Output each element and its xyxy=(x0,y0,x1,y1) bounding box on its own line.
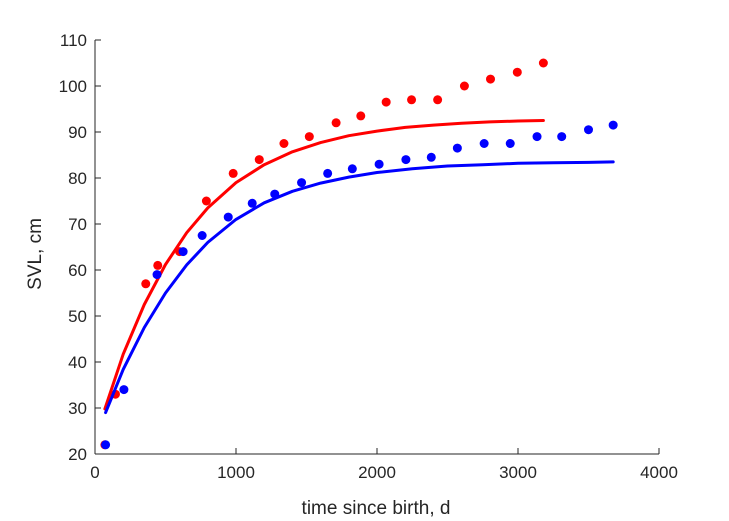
blue-data-point xyxy=(452,143,462,153)
axes xyxy=(94,39,660,455)
blue-data-point xyxy=(178,247,188,257)
red-data-point xyxy=(538,58,548,68)
x-tick-label: 1000 xyxy=(217,463,255,482)
red-data-point xyxy=(512,67,522,77)
blue-data-point xyxy=(557,132,567,142)
red-data-point xyxy=(459,81,469,91)
blue-data-point xyxy=(505,139,515,148)
red-data-point xyxy=(407,95,417,105)
blue-data-point xyxy=(297,178,307,188)
x-tick-label: 2000 xyxy=(358,463,396,482)
red-data-point xyxy=(201,196,211,206)
blue-data-point xyxy=(584,125,593,135)
x-axis-label: time since birth, d xyxy=(302,498,451,519)
blue-data-point xyxy=(119,385,129,395)
blue-data-point xyxy=(323,168,333,178)
blue-data-point xyxy=(197,231,207,240)
plot-area xyxy=(100,58,618,450)
blue-data-point xyxy=(374,159,384,169)
y-tick-label: 110 xyxy=(60,31,87,50)
tick-labels: 0 1000 2000 3000 4000 20 30 40 50 60 70 80 90 100 110 xyxy=(59,31,678,482)
blue-data-point xyxy=(401,155,411,165)
y-tick-label: 30 xyxy=(68,399,87,418)
y-axis-label: SVL, cm xyxy=(25,218,46,290)
blue-data-point xyxy=(152,270,162,280)
x-tick-label: 0 xyxy=(90,463,99,482)
red-data-point xyxy=(331,118,341,128)
red-data-point xyxy=(279,139,289,148)
y-tick-label: 40 xyxy=(68,353,87,372)
x-tick-label: 4000 xyxy=(640,463,678,482)
blue-data-point xyxy=(347,164,357,174)
y-tick-label: 80 xyxy=(68,169,87,188)
red-data-point xyxy=(486,74,496,84)
blue-data-point xyxy=(532,132,542,142)
y-tick-label: 20 xyxy=(68,445,87,464)
y-tick-label: 70 xyxy=(68,215,87,234)
blue-data-point xyxy=(426,152,436,162)
red-data-point xyxy=(228,168,238,178)
red-data-point xyxy=(381,97,391,107)
red-data-point xyxy=(141,279,151,289)
red-data-point xyxy=(153,260,163,270)
red-fit-line xyxy=(103,119,545,411)
blue-data-point xyxy=(247,198,257,208)
y-tick-label: 60 xyxy=(68,261,87,280)
blue-data-point xyxy=(479,139,489,148)
red-data-point xyxy=(254,155,264,165)
blue-fit-line xyxy=(104,160,615,415)
x-tick-label: 3000 xyxy=(499,463,537,482)
blue-data-point xyxy=(223,212,233,222)
y-tick-label: 100 xyxy=(59,77,87,96)
blue-data-point xyxy=(101,440,111,450)
red-data-point xyxy=(433,95,443,105)
y-tick-label: 50 xyxy=(68,307,87,326)
red-data-point xyxy=(356,111,366,121)
blue-data-point xyxy=(608,120,618,130)
red-data-point xyxy=(304,132,314,142)
y-tick-label: 90 xyxy=(68,123,87,142)
